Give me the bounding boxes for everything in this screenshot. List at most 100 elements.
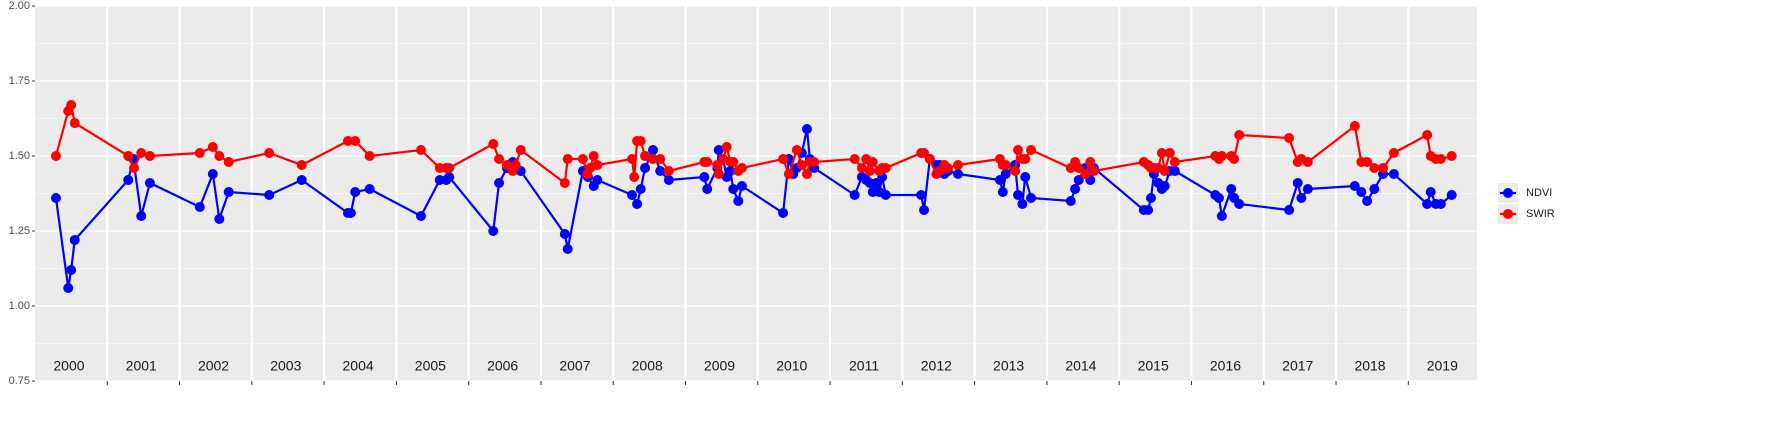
point xyxy=(809,157,820,167)
x-tick-label: 2005 xyxy=(415,358,446,374)
point xyxy=(1446,190,1457,200)
point xyxy=(1156,148,1167,158)
point xyxy=(640,163,651,173)
point xyxy=(663,166,674,176)
point xyxy=(66,265,77,275)
point xyxy=(864,166,875,176)
x-tick-label: 2014 xyxy=(1065,358,1096,374)
point xyxy=(1292,178,1303,188)
point xyxy=(942,163,953,173)
point xyxy=(592,175,603,185)
point xyxy=(728,184,739,194)
y-tick-label: 0.75 xyxy=(9,375,30,387)
x-tick-label: 2015 xyxy=(1138,358,1169,374)
point xyxy=(632,199,643,209)
point xyxy=(364,151,375,161)
point xyxy=(736,163,747,173)
point xyxy=(194,148,205,158)
point xyxy=(364,184,375,194)
point xyxy=(1435,199,1446,209)
point xyxy=(1073,175,1084,185)
point xyxy=(778,154,789,164)
point xyxy=(1143,205,1154,215)
point xyxy=(1000,169,1011,179)
point xyxy=(562,154,573,164)
point xyxy=(635,184,646,194)
point xyxy=(494,154,505,164)
point xyxy=(342,136,353,146)
point xyxy=(801,169,812,179)
point xyxy=(640,151,651,161)
y-tick-label: 1.75 xyxy=(9,75,30,87)
point xyxy=(1216,211,1227,221)
point xyxy=(1349,121,1360,131)
point xyxy=(1284,205,1295,215)
point xyxy=(1216,151,1227,161)
point xyxy=(592,160,603,170)
point xyxy=(997,187,1008,197)
x-tick-label: 2006 xyxy=(487,358,518,374)
point xyxy=(559,178,570,188)
point xyxy=(66,100,77,110)
point xyxy=(194,202,205,212)
point xyxy=(1010,166,1021,176)
point xyxy=(415,211,426,221)
point xyxy=(223,187,234,197)
point xyxy=(856,163,867,173)
point xyxy=(1017,199,1028,209)
point xyxy=(1159,181,1170,191)
point xyxy=(1302,184,1313,194)
point xyxy=(123,175,134,185)
point xyxy=(577,154,588,164)
x-tick-label: 2012 xyxy=(921,358,952,374)
point xyxy=(702,157,713,167)
point xyxy=(1065,196,1076,206)
point xyxy=(144,178,155,188)
point xyxy=(1080,169,1091,179)
point xyxy=(129,163,140,173)
point xyxy=(1362,157,1373,167)
point xyxy=(1302,157,1313,167)
point xyxy=(207,169,218,179)
point xyxy=(1284,133,1295,143)
point xyxy=(1234,199,1245,209)
point xyxy=(702,184,713,194)
point xyxy=(136,211,147,221)
point xyxy=(1020,172,1031,182)
point xyxy=(350,187,361,197)
point xyxy=(69,118,80,128)
y-tick-label: 1.50 xyxy=(9,150,30,162)
point xyxy=(144,151,155,161)
point xyxy=(1425,187,1436,197)
point xyxy=(350,136,361,146)
point xyxy=(1388,169,1399,179)
point xyxy=(488,139,499,149)
x-tick-label: 2004 xyxy=(343,358,374,374)
point xyxy=(515,145,526,155)
point xyxy=(1164,148,1175,158)
x-tick-label: 2010 xyxy=(776,358,807,374)
point xyxy=(1378,163,1389,173)
point xyxy=(296,160,307,170)
point xyxy=(953,169,964,179)
point xyxy=(778,208,789,218)
point xyxy=(648,145,658,155)
point xyxy=(345,208,356,218)
point xyxy=(136,148,147,158)
point xyxy=(1013,190,1024,200)
point xyxy=(63,283,74,293)
point xyxy=(1169,166,1180,176)
y-tick-label: 1.00 xyxy=(9,300,30,312)
point xyxy=(880,190,891,200)
point xyxy=(1422,199,1433,209)
point xyxy=(1349,181,1360,191)
point xyxy=(783,169,794,179)
x-tick-label: 2016 xyxy=(1210,358,1241,374)
point xyxy=(648,154,658,164)
point xyxy=(728,157,739,167)
point xyxy=(791,145,802,155)
point xyxy=(1296,193,1307,203)
x-tick-label: 2019 xyxy=(1427,358,1458,374)
point xyxy=(415,145,426,155)
point xyxy=(1000,160,1011,170)
